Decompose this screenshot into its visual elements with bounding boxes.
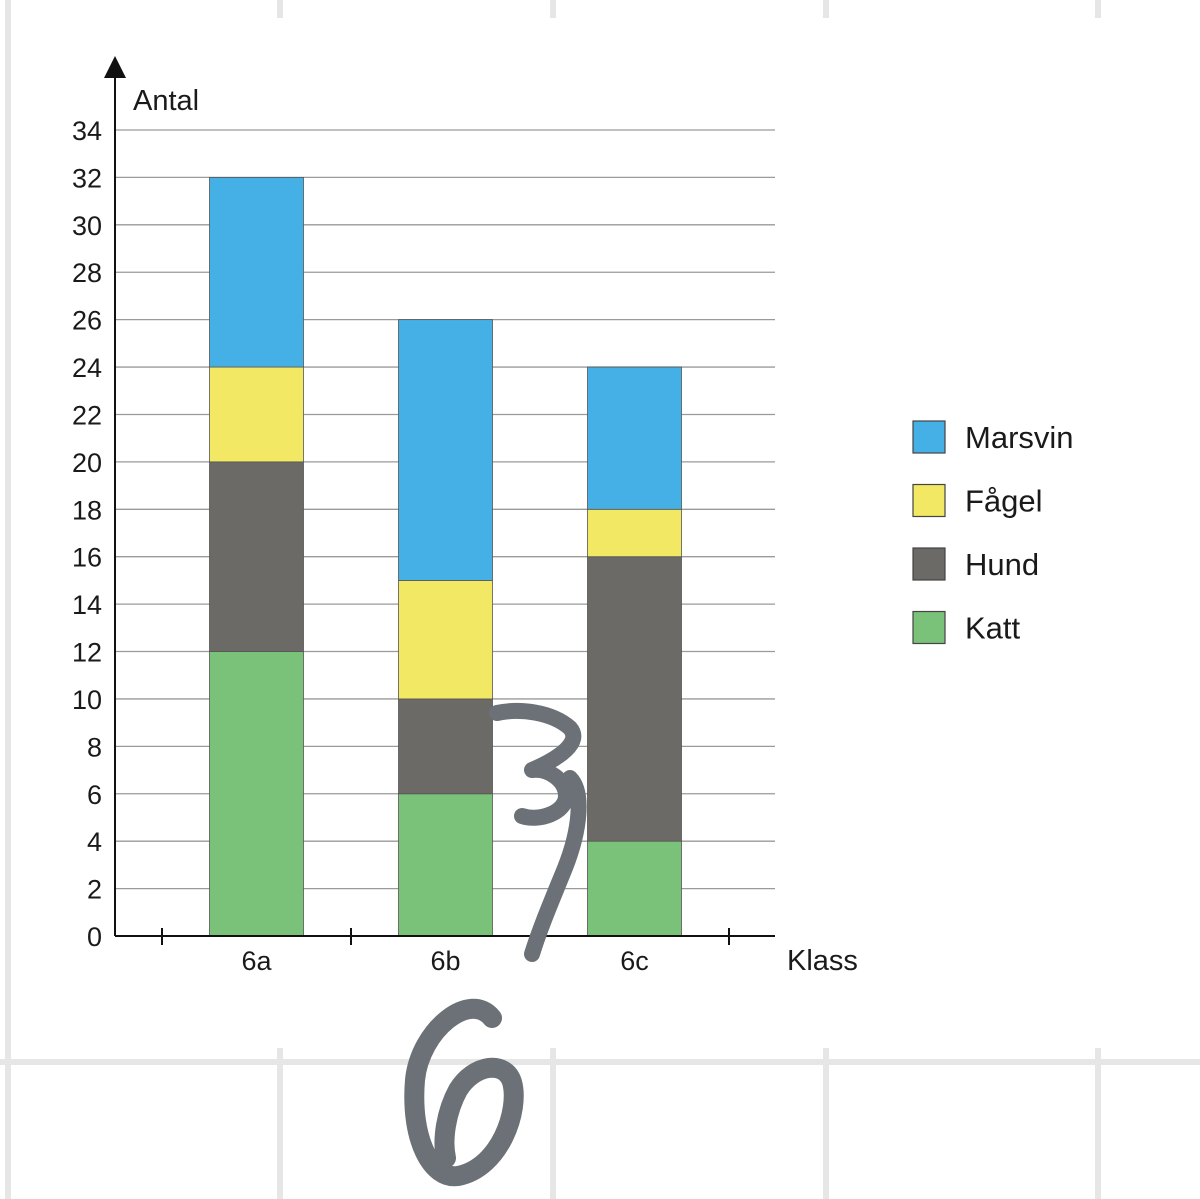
bar-segment-hund-6c bbox=[587, 556, 682, 842]
bar-segment-fgel-6a bbox=[209, 366, 304, 463]
bar-segment-hund-6a bbox=[209, 461, 304, 652]
y-axis-arrow-icon bbox=[104, 56, 126, 78]
axes bbox=[104, 56, 775, 937]
y-tick-label: 10 bbox=[72, 685, 102, 715]
y-tick-label: 24 bbox=[72, 353, 102, 383]
y-tick-label: 34 bbox=[72, 116, 102, 146]
legend-swatch bbox=[912, 547, 946, 581]
y-tick-label: 18 bbox=[72, 495, 102, 525]
x-tick-label: 6c bbox=[620, 946, 649, 976]
x-axis-label: Klass bbox=[787, 945, 858, 977]
handwritten-bracket-mark bbox=[524, 770, 587, 962]
y-tick-label: 30 bbox=[72, 211, 102, 241]
bar-segment-katt-6c bbox=[587, 840, 682, 937]
y-tick-label: 8 bbox=[87, 732, 102, 762]
y-tick-label: 4 bbox=[87, 827, 102, 857]
bar-segment-marsvin-6c bbox=[587, 366, 682, 510]
y-tick-label: 22 bbox=[72, 400, 102, 430]
handwritten-annotations bbox=[404, 703, 587, 1187]
handwritten-3-mark bbox=[489, 703, 582, 826]
x-tick-label: 6a bbox=[241, 946, 272, 976]
bar-segment-marsvin-6b bbox=[398, 319, 493, 581]
bar-segment-fgel-6b bbox=[398, 580, 493, 700]
legend-swatch bbox=[912, 610, 946, 645]
bar-segments bbox=[209, 177, 682, 937]
y-tick-label: 28 bbox=[72, 258, 102, 288]
bar-segment-katt-6a bbox=[209, 651, 304, 937]
y-tick-label: 16 bbox=[72, 543, 102, 573]
y-tick-label: 32 bbox=[72, 163, 102, 193]
legend-label: Hund bbox=[965, 547, 1039, 582]
legend-label: Marsvin bbox=[965, 420, 1074, 455]
x-tick-label: 6b bbox=[430, 946, 460, 976]
legend-swatch bbox=[912, 483, 946, 518]
legend-label: Fågel bbox=[965, 484, 1043, 519]
legend: Marsvin Fågel Hund Katt bbox=[912, 420, 1074, 646]
y-tick-label: 0 bbox=[87, 922, 102, 952]
x-tick-labels: 6a 6b 6c bbox=[241, 946, 648, 976]
legend-label: Katt bbox=[965, 611, 1021, 646]
y-tick-label: 26 bbox=[72, 306, 102, 336]
y-tick-label: 12 bbox=[72, 638, 102, 668]
y-tick-label: 2 bbox=[87, 875, 102, 905]
bar-segment-katt-6b bbox=[398, 793, 493, 937]
bar-segment-hund-6b bbox=[398, 698, 493, 795]
bar-segment-marsvin-6a bbox=[209, 177, 304, 368]
bar-segment-fgel-6c bbox=[587, 508, 682, 558]
handwritten-6-mark bbox=[404, 998, 524, 1187]
y-tick-label: 20 bbox=[72, 448, 102, 478]
y-axis-label: Antal bbox=[133, 85, 199, 117]
y-tick-label: 14 bbox=[72, 590, 102, 620]
y-tick-label: 6 bbox=[87, 780, 102, 810]
legend-swatch bbox=[912, 420, 946, 454]
